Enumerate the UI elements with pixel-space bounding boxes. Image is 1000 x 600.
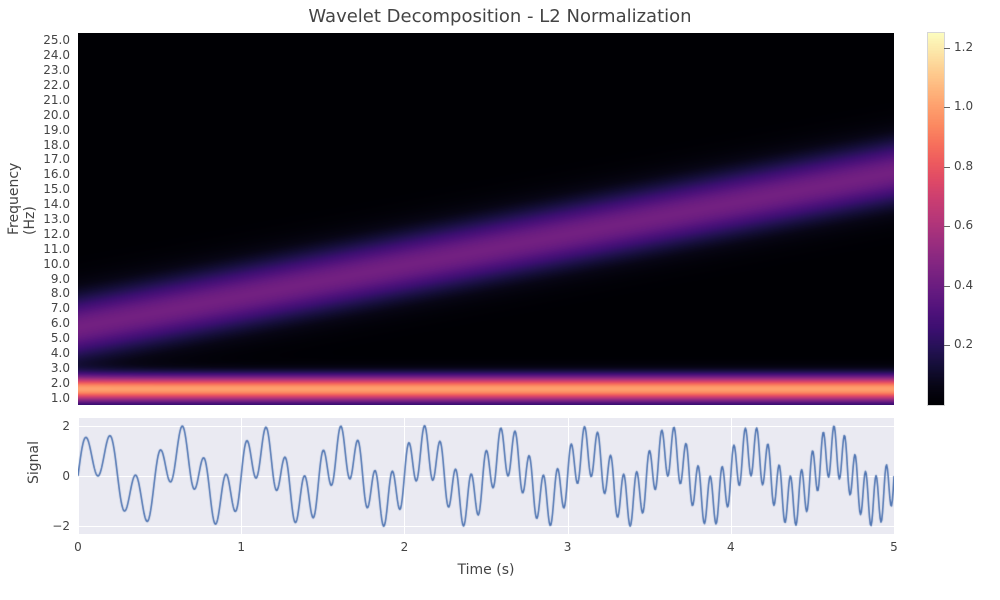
heatmap-ytick: 14.0	[43, 197, 70, 211]
colorbar-tickline	[944, 167, 950, 168]
heatmap-ytick: 7.0	[51, 301, 70, 315]
heatmap-ytick: 3.0	[51, 361, 70, 375]
heatmap-ylabel: Frequency (Hz)	[6, 215, 38, 235]
signal-canvas	[78, 418, 894, 534]
heatmap-ytick: 8.0	[51, 286, 70, 300]
heatmap-ytick: 15.0	[43, 182, 70, 196]
heatmap-ytick: 10.0	[43, 257, 70, 271]
colorbar-tick: 1.2	[954, 40, 973, 54]
colorbar-canvas	[928, 33, 944, 405]
signal-ytick: 2	[62, 419, 70, 433]
heatmap-ytick: 11.0	[43, 242, 70, 256]
heatmap-ytick: 2.0	[51, 376, 70, 390]
signal-xlabel: Time (s)	[78, 562, 894, 578]
heatmap-ytick: 25.0	[43, 33, 70, 47]
heatmap-ytick: 16.0	[43, 167, 70, 181]
signal-ytick: 0	[62, 469, 70, 483]
figure: Wavelet Decomposition - L2 Normalization…	[0, 0, 1000, 600]
heatmap-canvas	[78, 33, 894, 405]
colorbar-tickline	[944, 345, 950, 346]
colorbar-tickline	[944, 226, 950, 227]
signal-ylabel: Signal	[26, 464, 42, 484]
heatmap-ytick: 24.0	[43, 48, 70, 62]
heatmap-ytick: 1.0	[51, 391, 70, 405]
colorbar-tick: 0.2	[954, 337, 973, 351]
signal-axes	[78, 418, 894, 534]
colorbar-tick: 0.8	[954, 159, 973, 173]
signal-xtick: 1	[237, 540, 245, 554]
signal-ytick: −2	[52, 519, 70, 533]
heatmap-ytick: 9.0	[51, 272, 70, 286]
colorbar-tickline	[944, 107, 950, 108]
colorbar-tickline	[944, 286, 950, 287]
heatmap-ytick: 22.0	[43, 78, 70, 92]
heatmap-ytick: 19.0	[43, 123, 70, 137]
page-title: Wavelet Decomposition - L2 Normalization	[0, 6, 1000, 27]
signal-xtick: 2	[401, 540, 409, 554]
colorbar-tick: 0.4	[954, 278, 973, 292]
gridline-v	[894, 418, 895, 534]
heatmap-ytick: 23.0	[43, 63, 70, 77]
signal-xtick: 4	[727, 540, 735, 554]
signal-xtick: 0	[74, 540, 82, 554]
colorbar-tickline	[944, 48, 950, 49]
heatmap-ytick: 18.0	[43, 138, 70, 152]
heatmap-ytick: 20.0	[43, 108, 70, 122]
heatmap-ytick: 5.0	[51, 331, 70, 345]
heatmap-ytick: 21.0	[43, 93, 70, 107]
signal-xtick: 5	[890, 540, 898, 554]
signal-xtick: 3	[564, 540, 572, 554]
colorbar-tick: 0.6	[954, 218, 973, 232]
heatmap-ytick: 12.0	[43, 227, 70, 241]
heatmap-ytick: 4.0	[51, 346, 70, 360]
heatmap-ytick: 13.0	[43, 212, 70, 226]
colorbar	[928, 33, 944, 405]
heatmap-ytick: 17.0	[43, 152, 70, 166]
heatmap-axes	[78, 33, 894, 405]
colorbar-tick: 1.0	[954, 99, 973, 113]
heatmap-ytick: 6.0	[51, 316, 70, 330]
